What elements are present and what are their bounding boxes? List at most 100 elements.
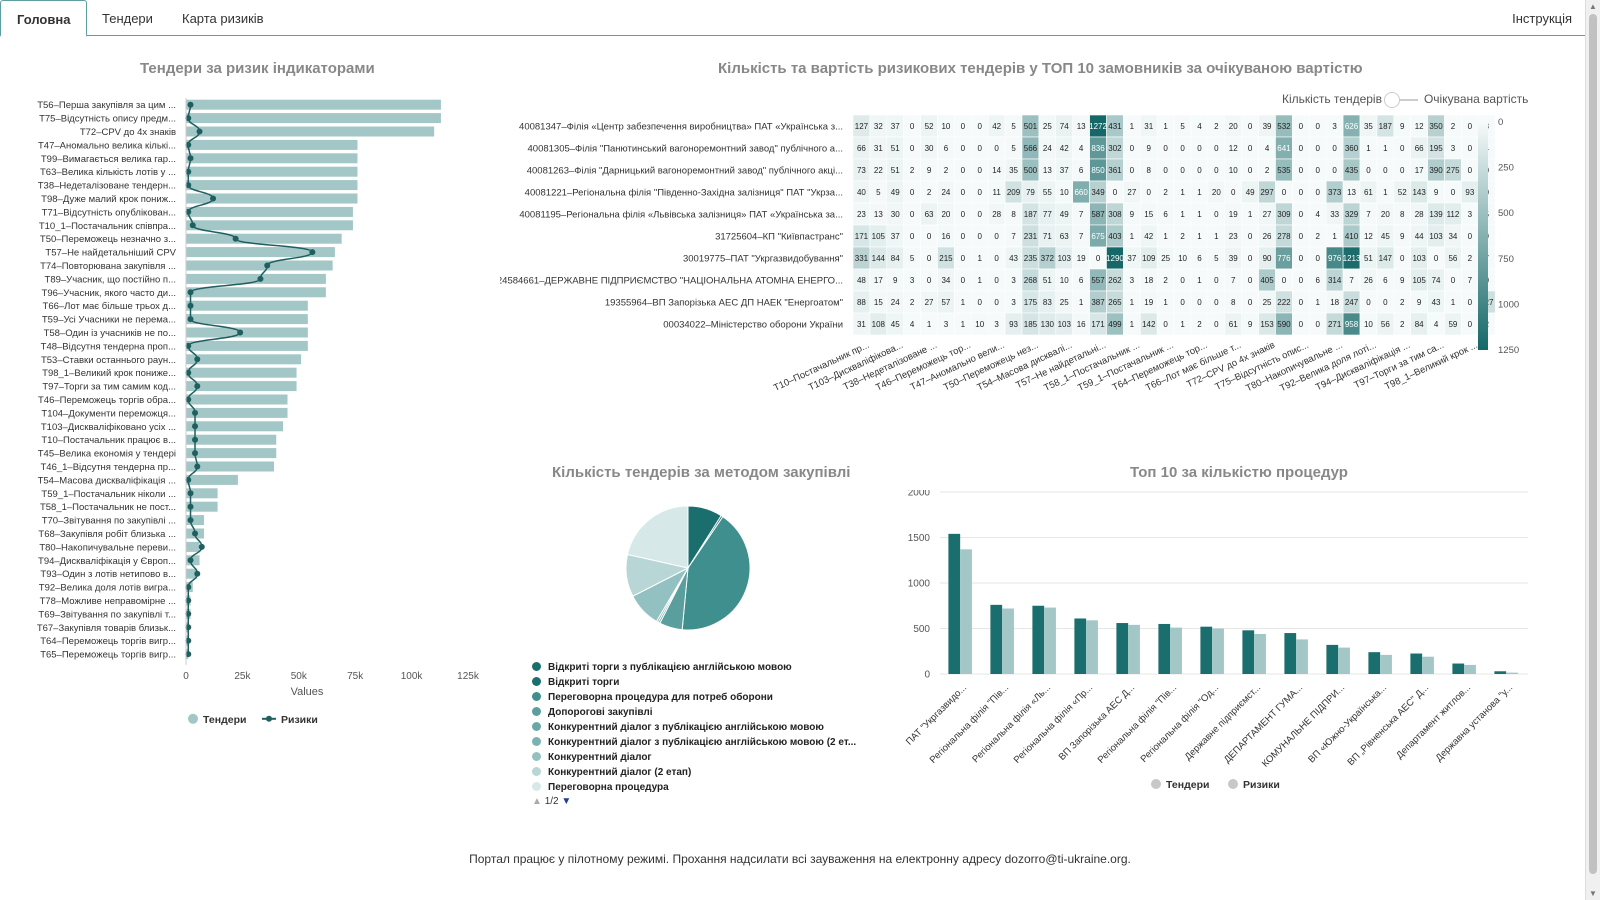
heatmap-cell-value: 71: [1043, 232, 1052, 241]
heatmap-cell-value: 74: [1432, 276, 1441, 285]
tab-home[interactable]: Головна: [0, 0, 88, 37]
top-navigation: Головна Тендери Карта ризиків Інструкція: [0, 0, 1600, 37]
heatmap-cell-value: 144: [872, 254, 886, 263]
pie-legend-label: Відкриті торги: [548, 677, 620, 688]
heatmap-cell-value: 1: [961, 320, 966, 329]
risk-x-tick: 125k: [457, 671, 480, 682]
heatmap-cell-value: 0: [1248, 166, 1253, 175]
risk-bar: [186, 300, 308, 311]
heatmap-cell-value: 0: [1214, 276, 1219, 285]
heatmap-cell-value: 372: [1041, 254, 1055, 263]
heatmap-cell-value: 0: [978, 298, 983, 307]
risk-point: [192, 409, 199, 416]
pie-legend: Відкриті торги з публікацією англійською…: [532, 660, 856, 795]
heatmap-cell-value: 0: [1163, 144, 1168, 153]
heatmap-cell-value: 4: [1434, 320, 1439, 329]
scroll-thumb[interactable]: [1589, 14, 1597, 874]
top10-bar-risks: [1254, 633, 1266, 674]
toggle-left-label[interactable]: Кількість тендерів: [1282, 92, 1382, 106]
heatmap-cell-value: 350: [1429, 122, 1443, 131]
pie-legend-item[interactable]: Конкурентний діалог (2 етап): [532, 765, 856, 780]
heatmap-cell-value: 59: [1448, 320, 1457, 329]
tab-risk-map[interactable]: Карта ризиків: [182, 11, 264, 26]
toggle-right-label[interactable]: Очікувана вартість: [1423, 92, 1529, 106]
heatmap-cell-value: 25: [1043, 122, 1052, 131]
heatmap-cell-value: 7: [1011, 232, 1016, 241]
pie-legend-item[interactable]: Конкурентний діалог з публікацією англій…: [532, 735, 856, 750]
heatmap-cell-value: 5: [910, 254, 915, 263]
risk-x-tick: 0: [183, 671, 189, 682]
heatmap-cell-value: 209: [1007, 188, 1021, 197]
heatmap-cell-value: 297: [1260, 188, 1274, 197]
heatmap-cell-value: 7: [1079, 232, 1084, 241]
heatmap-cell-value: 31: [1144, 122, 1153, 131]
heatmap-cell-value: 373: [1328, 188, 1342, 197]
top10-x-label: Державна установа "у...: [1434, 682, 1516, 764]
risk-bar: [186, 501, 218, 512]
pie-legend-item[interactable]: Переговорна процедура: [532, 780, 856, 795]
pager-up-icon[interactable]: ▲: [532, 796, 542, 807]
heatmap-cell-value: 49: [1060, 210, 1069, 219]
heatmap-cell-value: 37: [891, 232, 900, 241]
top10-title: Топ 10 за кількістю процедур: [1130, 464, 1348, 481]
heatmap-cell-value: 215: [939, 254, 953, 263]
heatmap-cell-value: 0: [1299, 320, 1304, 329]
heatmap-cell-value: 0: [1282, 276, 1287, 285]
pie-legend-item[interactable]: Конкурентний діалог: [532, 750, 856, 765]
heatmap-cell-value: 0: [1316, 166, 1321, 175]
risk-x-axis-label: Values: [291, 686, 324, 698]
heatmap-cell-value: 6: [1197, 254, 1202, 263]
risk-point: [192, 436, 199, 443]
help-link[interactable]: Інструкція: [1512, 11, 1572, 26]
heatmap-cell-value: 675: [1091, 232, 1105, 241]
scroll-up-icon[interactable]: ▲: [1589, 2, 1597, 11]
pie-legend-item[interactable]: Відкриті торги: [532, 675, 856, 690]
toggle-switch[interactable]: [1383, 91, 1418, 108]
heatmap-cell-value: 55: [1043, 188, 1052, 197]
top10-bar-risks: [960, 549, 972, 674]
heatmap-cell-value: 1: [978, 276, 983, 285]
toggle-knob[interactable]: [1383, 91, 1400, 108]
risk-bar: [186, 488, 218, 499]
pie-legend-item[interactable]: Конкурентний діалог з публікацією англій…: [532, 720, 856, 735]
value-toggle[interactable]: Кількість тендерів Очікувана вартість: [1282, 91, 1529, 108]
pager-down-icon[interactable]: ▼: [561, 796, 572, 807]
heatmap-cell-value: 37: [1127, 254, 1136, 263]
heatmap-cell-value: 0: [1180, 298, 1185, 307]
heatmap-cell-value: 302: [1108, 144, 1122, 153]
heatmap-cell-value: 1: [1130, 122, 1135, 131]
risk-category-label: T47–Аномально велика кількі...: [38, 140, 176, 151]
heatmap-cell-value: 13: [1043, 166, 1052, 175]
pie-legend-item[interactable]: Відкриті торги з публікацією англійською…: [532, 660, 856, 675]
risk-category-label: T78–Можливе неправомірне ...: [40, 596, 176, 607]
risk-category-label: T71–Відсутність опублікован...: [42, 207, 176, 218]
heatmap-cell-value: 587: [1091, 210, 1105, 219]
heatmap-cell-value: 2: [927, 188, 932, 197]
top10-legend-risks-icon: [1228, 779, 1238, 789]
footer-note: Портал працює у пілотному режимі. Прохан…: [469, 852, 1131, 866]
pie-legend-item[interactable]: Переговорна процедура для потреб оборони: [532, 690, 856, 705]
heatmap-cell-value: 3: [994, 320, 999, 329]
page-scrollbar[interactable]: ▲ ▼: [1585, 0, 1600, 900]
risk-x-tick: 100k: [401, 671, 424, 682]
heatmap-cell-value: 0: [978, 166, 983, 175]
heatmap-cell-value: 15: [874, 298, 883, 307]
heatmap-cell-value: 222: [1277, 298, 1291, 307]
tab-tenders[interactable]: Тендери: [102, 11, 153, 26]
legend-dot-icon: [532, 707, 541, 716]
heatmap-cell-value: 268: [1024, 276, 1038, 285]
heatmap-cell-value: 641: [1277, 144, 1291, 153]
risk-category-label: T72–CPV до 4х знаків: [80, 127, 176, 138]
scroll-down-icon[interactable]: ▼: [1589, 889, 1597, 898]
top10-bar-tenders: [1074, 618, 1087, 674]
heatmap-cell-value: 278: [1277, 232, 1291, 241]
pie-legend-item[interactable]: Допорогові закупівлі: [532, 705, 856, 720]
legend-dot-icon: [532, 677, 541, 686]
heatmap-cell-value: 84: [1415, 320, 1424, 329]
heatmap-row-label: 40081221–Регіональна філія "Південно-Зах…: [525, 188, 843, 199]
heatmap-cell-value: 61: [1364, 188, 1373, 197]
heatmap-cell-value: 1: [1248, 210, 1253, 219]
heatmap-cell-value: 0: [978, 144, 983, 153]
heatmap-cell-value: 501: [1024, 122, 1038, 131]
heatmap-cell-value: 405: [1260, 276, 1274, 285]
